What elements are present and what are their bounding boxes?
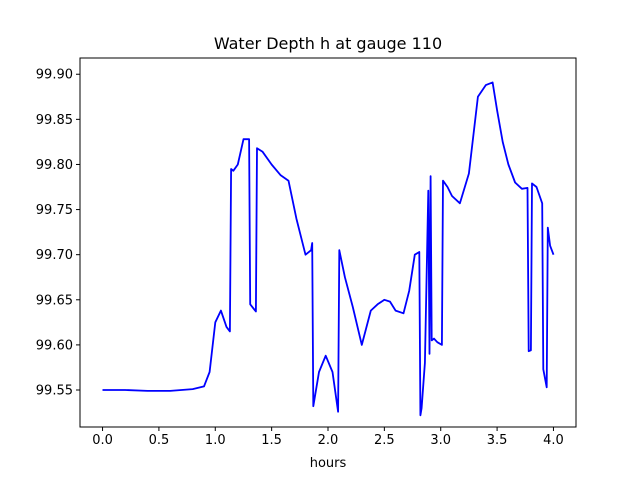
x-tick-label: 4.0 xyxy=(543,433,564,448)
y-tick-label: 99.75 xyxy=(36,203,73,218)
y-axis-ticks: 99.55 99.60 99.65 99.70 99.75 99.80 99.85 99.90 xyxy=(36,68,80,399)
series-line xyxy=(102,81,555,417)
x-tick-label: 3.0 xyxy=(430,433,451,448)
y-tick-label: 99.65 xyxy=(36,293,73,308)
y-tick-label: 99.60 xyxy=(36,338,73,353)
x-axis-ticks: 0.0 0.5 1.0 1.5 2.0 2.5 3.0 3.5 4.0 xyxy=(92,427,564,448)
x-tick-label: 0.5 xyxy=(149,433,170,448)
x-axis-label: hours xyxy=(310,456,347,471)
x-tick-label: 1.0 xyxy=(205,433,226,448)
y-tick-label: 99.70 xyxy=(36,248,73,263)
y-tick-label: 99.85 xyxy=(36,113,73,128)
x-tick-label: 2.0 xyxy=(318,433,339,448)
plot-area-frame xyxy=(79,57,577,428)
y-tick-label: 99.80 xyxy=(36,158,73,173)
x-tick-label: 0.0 xyxy=(92,433,113,448)
y-tick-label: 99.55 xyxy=(36,384,73,399)
x-tick-label: 2.5 xyxy=(374,433,395,448)
chart-title: Water Depth h at gauge 110 xyxy=(214,34,442,53)
y-tick-label: 99.90 xyxy=(36,68,73,83)
x-tick-label: 1.5 xyxy=(261,433,282,448)
x-tick-label: 3.5 xyxy=(487,433,508,448)
